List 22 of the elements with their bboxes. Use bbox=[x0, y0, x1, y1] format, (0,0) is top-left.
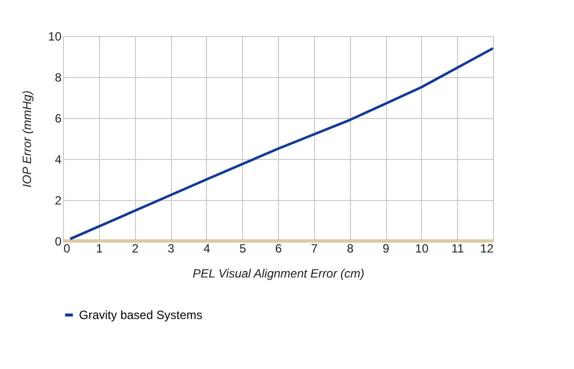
x-tick-label: 1 bbox=[96, 242, 103, 256]
x-tick-label: 3 bbox=[168, 242, 175, 256]
y-tick-label: 4 bbox=[54, 152, 62, 166]
x-tick-label: 2 bbox=[132, 242, 139, 256]
x-tick-label: 7 bbox=[310, 242, 318, 256]
x-tick-label: 6 bbox=[275, 242, 282, 256]
line-series bbox=[68, 47, 494, 240]
x-tick-label: 10 bbox=[415, 242, 429, 256]
x-axis-title: PEL Visual Alignment Error (cm) bbox=[192, 266, 364, 280]
y-tick-label: 8 bbox=[54, 70, 62, 84]
x-tick-label: 8 bbox=[346, 242, 354, 256]
x-tick-label: 12 bbox=[480, 242, 494, 256]
legend-label: Gravity based Systems bbox=[79, 308, 202, 322]
x-tick-label: 5 bbox=[239, 242, 246, 256]
y-tick-label: 2 bbox=[54, 194, 62, 208]
x-tick-label: 9 bbox=[382, 242, 390, 256]
y-tick-label: 6 bbox=[54, 112, 62, 126]
x-tick-label: 4 bbox=[203, 242, 210, 256]
x-tick-label: 11 bbox=[451, 242, 464, 256]
y-axis-title: IOP Error (mmHg) bbox=[20, 90, 34, 188]
y-tick-label: 10 bbox=[48, 30, 62, 44]
x-tick-label: 0 bbox=[64, 242, 70, 256]
